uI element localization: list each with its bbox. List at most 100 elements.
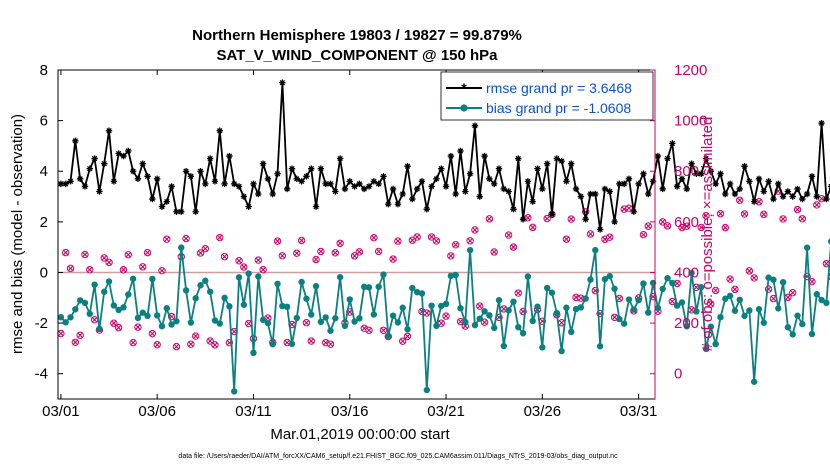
bias-point bbox=[62, 319, 69, 326]
bias-point bbox=[101, 288, 108, 295]
obs-assimilated-marker bbox=[660, 219, 666, 225]
bias-point bbox=[298, 278, 305, 286]
y-left-tick-label: -2 bbox=[35, 315, 48, 332]
obs-assimilated-marker bbox=[72, 339, 78, 345]
obs-assimilated-marker bbox=[308, 338, 314, 344]
rmse-point bbox=[750, 198, 758, 205]
bias-point bbox=[635, 296, 642, 304]
rmse-point bbox=[529, 198, 536, 205]
rmse-point bbox=[226, 152, 233, 160]
rmse-point bbox=[779, 193, 787, 200]
obs-assimilated-marker bbox=[703, 213, 709, 219]
obs-assimilated-marker bbox=[414, 234, 420, 240]
obs-assimilated-marker bbox=[159, 268, 165, 274]
rmse-point bbox=[163, 198, 171, 205]
rmse-point bbox=[678, 175, 686, 183]
y-left-tick-label: 2 bbox=[40, 214, 48, 231]
obs-assimilated-marker bbox=[693, 284, 699, 290]
obs-assimilated-marker bbox=[429, 234, 435, 240]
rmse-point bbox=[144, 173, 151, 180]
rmse-point bbox=[722, 190, 729, 198]
obs-assimilated-marker bbox=[616, 295, 622, 302]
obs-assimilated-marker bbox=[164, 236, 170, 242]
rmse-point bbox=[669, 140, 676, 147]
bias-point bbox=[197, 282, 204, 289]
y-right-tick-label: 1000 bbox=[674, 113, 707, 130]
rmse-point bbox=[438, 165, 445, 172]
rmse-point bbox=[649, 178, 657, 185]
obs-assimilated-marker bbox=[780, 216, 786, 222]
y-right-tick-label: 200 bbox=[674, 315, 699, 332]
rmse-point bbox=[62, 180, 69, 188]
obs-assimilated-marker bbox=[77, 332, 83, 338]
bias-point bbox=[553, 309, 560, 317]
y-axis-right: 0 200 400 600 800 1000 1200 bbox=[650, 62, 707, 383]
obs-assimilated-marker bbox=[327, 341, 334, 347]
bias-point bbox=[659, 285, 666, 293]
legend: * rmse grand pr = 3.6468 bias grand pr =… bbox=[440, 71, 654, 121]
obs-assimilated-marker bbox=[645, 223, 651, 229]
obs-assimilated-marker bbox=[241, 264, 247, 270]
rmse-point bbox=[765, 178, 772, 185]
y-right-tick-label: 600 bbox=[674, 214, 699, 231]
rmse-point bbox=[153, 175, 161, 183]
x-tick-label: 03/11 bbox=[235, 403, 271, 420]
rmse-point bbox=[361, 185, 368, 193]
bias-point bbox=[476, 315, 483, 322]
y-right-tick-label: 1200 bbox=[674, 62, 707, 79]
bias-point bbox=[380, 271, 387, 278]
bias-point bbox=[235, 274, 243, 281]
bias-point bbox=[134, 314, 142, 322]
obs-assimilated-marker bbox=[515, 290, 521, 296]
rmse-point bbox=[635, 180, 642, 188]
rmse-point bbox=[611, 218, 618, 226]
rmse-point bbox=[606, 188, 613, 195]
rmse-point bbox=[630, 208, 638, 215]
bias-point bbox=[640, 280, 647, 287]
obs-assimilated-marker bbox=[530, 224, 536, 230]
bias-point bbox=[558, 347, 565, 355]
bias-point bbox=[784, 324, 792, 331]
obs-assimilated-marker bbox=[722, 225, 728, 231]
bias-point bbox=[182, 287, 190, 294]
rmse-point bbox=[823, 195, 830, 203]
bias-point bbox=[389, 312, 397, 319]
obs-assimilated-marker bbox=[568, 216, 574, 222]
bias-point bbox=[153, 312, 161, 319]
bias-point bbox=[702, 345, 710, 353]
obs-assimilated-marker bbox=[409, 237, 415, 243]
obs-assimilated-marker bbox=[790, 290, 796, 296]
y-left-tick-label: -4 bbox=[35, 366, 48, 383]
rmse-point bbox=[736, 185, 743, 193]
obs-assimilated-marker bbox=[390, 256, 396, 262]
rmse-point bbox=[500, 185, 508, 193]
rmse-point bbox=[365, 183, 373, 190]
rmse-point bbox=[775, 180, 782, 188]
rmse-point bbox=[746, 178, 753, 185]
obs-assimilated-marker bbox=[770, 295, 777, 302]
obs-assimilated-marker bbox=[732, 286, 738, 292]
rmse-point bbox=[409, 195, 416, 203]
rmse-point bbox=[187, 173, 195, 180]
rmse-point bbox=[216, 127, 223, 134]
obs-assimilated-marker bbox=[140, 264, 146, 270]
obs-assimilated-marker bbox=[212, 342, 218, 348]
bias-point bbox=[808, 330, 816, 338]
obs-assimilated-marker bbox=[400, 338, 406, 344]
rmse-point bbox=[240, 193, 248, 200]
bias-point bbox=[211, 317, 219, 324]
rmse-point bbox=[332, 188, 339, 195]
bias-point bbox=[669, 279, 676, 287]
obs-assimilated-marker bbox=[544, 215, 550, 222]
bias-point bbox=[678, 299, 686, 306]
rmse-point bbox=[259, 160, 267, 167]
obs-assimilated-marker bbox=[351, 253, 358, 259]
obs-assimilated-marker bbox=[376, 248, 382, 255]
rmse-point bbox=[428, 183, 435, 190]
obs-assimilated-marker bbox=[116, 325, 122, 331]
rmse-point bbox=[539, 185, 546, 193]
obs-assimilated-marker bbox=[818, 196, 825, 202]
bias-point bbox=[731, 307, 739, 314]
obs-assimilated-marker bbox=[149, 331, 155, 337]
rmse-point bbox=[399, 190, 406, 198]
